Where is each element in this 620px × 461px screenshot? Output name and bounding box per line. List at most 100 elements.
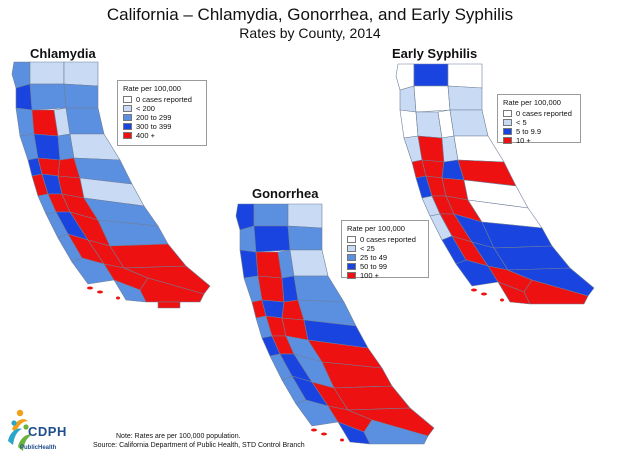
county bbox=[417, 135, 445, 163]
island bbox=[116, 296, 120, 300]
county bbox=[255, 251, 283, 279]
island bbox=[481, 292, 487, 296]
legend-item: 50 to 99 bbox=[347, 262, 423, 271]
county bbox=[239, 225, 257, 253]
legend-label: 300 to 399 bbox=[136, 122, 172, 131]
legend-item: < 25 bbox=[347, 244, 423, 253]
county bbox=[239, 249, 259, 279]
county bbox=[15, 107, 35, 137]
logo-caption: PublicHealth bbox=[20, 445, 57, 451]
chlamydia-legend: Rate per 100,000 0 cases reported < 200 … bbox=[117, 80, 207, 146]
legend-label: 0 cases reported bbox=[516, 109, 572, 118]
island bbox=[87, 286, 93, 290]
county bbox=[523, 279, 589, 305]
county bbox=[29, 61, 65, 85]
county bbox=[399, 85, 417, 113]
county bbox=[257, 275, 285, 303]
county bbox=[31, 109, 59, 137]
legend-swatch bbox=[347, 245, 356, 252]
county bbox=[493, 245, 571, 271]
county bbox=[481, 221, 553, 249]
island bbox=[340, 438, 344, 442]
map-label-early-syphilis: Early Syphilis bbox=[392, 46, 478, 61]
county bbox=[287, 225, 323, 251]
legend-item: 10 + bbox=[503, 136, 575, 145]
legend-swatch bbox=[347, 263, 356, 270]
source-text: Source: California Department of Public … bbox=[93, 442, 305, 449]
legend-title: Rate per 100,000 bbox=[347, 224, 405, 233]
map-label-chlamydia: Chlamydia bbox=[30, 46, 96, 61]
legend-swatch bbox=[503, 128, 512, 135]
island bbox=[500, 298, 504, 302]
county bbox=[139, 277, 205, 303]
county bbox=[29, 83, 67, 111]
county bbox=[289, 249, 329, 277]
island bbox=[97, 290, 103, 294]
county bbox=[69, 133, 121, 161]
legend-item: 0 cases reported bbox=[347, 235, 423, 244]
legend-item: 0 cases reported bbox=[503, 109, 575, 118]
legend-item: 200 to 299 bbox=[123, 113, 201, 122]
legend-title: Rate per 100,000 bbox=[503, 98, 561, 107]
legend-swatch bbox=[503, 137, 512, 144]
county bbox=[347, 407, 435, 437]
county bbox=[321, 361, 393, 389]
gonorrhea-map bbox=[235, 203, 435, 445]
county bbox=[413, 85, 451, 113]
county bbox=[399, 109, 419, 139]
legend-label: 5 to 9.9 bbox=[516, 127, 542, 136]
early-syphilis-map bbox=[395, 63, 595, 305]
county bbox=[447, 63, 483, 89]
legend-swatch bbox=[347, 272, 356, 279]
county bbox=[253, 203, 289, 227]
county bbox=[415, 111, 443, 139]
legend-swatch bbox=[123, 105, 132, 112]
county bbox=[447, 85, 483, 111]
legend-swatch bbox=[503, 119, 512, 126]
county bbox=[11, 61, 31, 89]
legend-label: 10 + bbox=[516, 136, 531, 145]
county bbox=[449, 109, 489, 137]
gonorrhea-legend: Rate per 100,000 0 cases reported < 25 2… bbox=[341, 220, 429, 280]
legend-label: 0 cases reported bbox=[360, 235, 416, 244]
legend-label: 0 cases reported bbox=[136, 95, 192, 104]
legend-swatch bbox=[347, 236, 356, 243]
legend-item: 5 to 9.9 bbox=[503, 127, 575, 136]
legend-label: < 25 bbox=[360, 244, 375, 253]
county bbox=[157, 301, 181, 309]
legend-label: < 5 bbox=[516, 118, 527, 127]
island bbox=[321, 432, 327, 436]
county bbox=[109, 243, 187, 269]
logo-abbr: CDPH bbox=[28, 424, 67, 439]
county bbox=[63, 61, 99, 87]
county bbox=[235, 203, 255, 231]
legend-label: < 200 bbox=[136, 104, 155, 113]
legend-label: 200 to 299 bbox=[136, 113, 172, 122]
county bbox=[97, 219, 169, 247]
page-subtitle: Rates by County, 2014 bbox=[239, 25, 381, 41]
chlamydia-map bbox=[11, 61, 211, 309]
legend-swatch bbox=[123, 123, 132, 130]
note-text: Note: Rates are per 100,000 population. bbox=[116, 433, 241, 440]
legend-label: 25 to 49 bbox=[360, 253, 388, 262]
legend-swatch bbox=[503, 110, 512, 117]
legend-item: 400 + bbox=[123, 131, 201, 140]
county bbox=[293, 275, 345, 303]
legend-item: 0 cases reported bbox=[123, 95, 201, 104]
legend-item: 25 to 49 bbox=[347, 253, 423, 262]
county bbox=[253, 225, 291, 253]
county bbox=[395, 63, 415, 91]
legend-swatch bbox=[123, 114, 132, 121]
legend-item: < 5 bbox=[503, 118, 575, 127]
island bbox=[471, 288, 477, 292]
county bbox=[413, 63, 449, 87]
county bbox=[63, 83, 99, 109]
legend-label: 100 + bbox=[360, 271, 379, 280]
map-label-gonorrhea: Gonorrhea bbox=[252, 186, 319, 201]
early-syphilis-legend: Rate per 100,000 0 cases reported < 5 5 … bbox=[497, 94, 581, 145]
legend-item: 100 + bbox=[347, 271, 423, 280]
legend-label: 50 to 99 bbox=[360, 262, 388, 271]
legend-swatch bbox=[347, 254, 356, 261]
county bbox=[363, 419, 429, 445]
legend-label: 400 + bbox=[136, 131, 155, 140]
